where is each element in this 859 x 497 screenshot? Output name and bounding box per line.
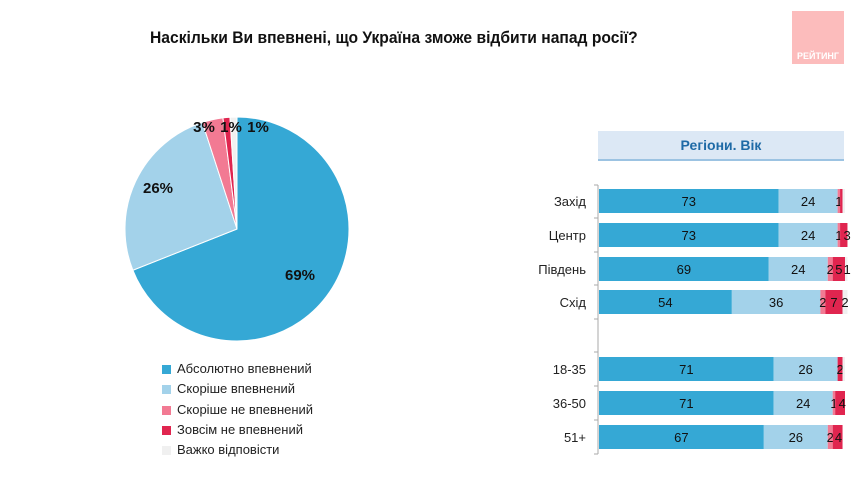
bar-segment — [731, 290, 821, 314]
row-label: 51+ — [564, 430, 586, 445]
bar-segment — [773, 391, 833, 415]
bar-segment — [832, 425, 843, 449]
bar-label: 1 — [830, 396, 837, 411]
chart-title: Наскільки Ви впевнені, що Україна зможе … — [150, 28, 638, 47]
bar-segment — [599, 391, 774, 415]
bar-segment — [599, 223, 779, 247]
bar-segment — [827, 257, 833, 281]
bar-segment — [842, 357, 845, 381]
bar-segment — [842, 189, 845, 213]
bar-segment — [840, 189, 843, 213]
row-label: Центр — [549, 228, 586, 243]
bar-label: 2 — [836, 362, 843, 377]
pie-label: 3% — [193, 119, 215, 136]
legend-label: Скоріше не впевнений — [177, 401, 314, 417]
bar-label: 24 — [801, 194, 815, 209]
pie-label: 1% — [247, 119, 269, 136]
bar-label: 3 — [844, 228, 851, 243]
row-label: Схід — [560, 295, 587, 310]
bar-segment — [599, 425, 764, 449]
bar-label: 2 — [819, 295, 826, 310]
bar-label: 36 — [769, 295, 783, 310]
bar-label: 24 — [796, 396, 810, 411]
legend-item: Скоріше впевнений — [162, 381, 295, 396]
bar-label: 1 — [844, 262, 851, 277]
bar-label: 67 — [674, 430, 688, 445]
bar-label: 54 — [658, 295, 672, 310]
bar-label: 69 — [677, 262, 691, 277]
bar-label: 5 — [835, 262, 842, 277]
legend-label: Абсолютно впевнений — [177, 361, 312, 376]
bar-label: 4 — [839, 396, 846, 411]
bar-label: 73 — [682, 228, 696, 243]
pie-slice — [229, 116, 238, 230]
bar-label: 7 — [830, 295, 837, 310]
bar-segment — [837, 357, 843, 381]
bar-segment — [825, 290, 843, 314]
bar-segment — [837, 223, 841, 247]
bar-segment — [599, 189, 779, 213]
bar-segment — [837, 189, 841, 213]
legend-swatch — [162, 405, 171, 415]
bar-label: 26 — [798, 362, 812, 377]
bar-label: 73 — [682, 194, 696, 209]
bar-segment — [832, 257, 845, 281]
pie-label: 69% — [285, 267, 315, 284]
bar-segment — [768, 257, 828, 281]
bar-label: 1 — [835, 194, 842, 209]
bar-label: 71 — [679, 396, 693, 411]
pie-slice — [124, 121, 238, 271]
bar-label: 2 — [841, 295, 848, 310]
bar-label: 2 — [827, 430, 834, 445]
bar-label: 1 — [835, 228, 842, 243]
pie-label: 26% — [143, 180, 173, 197]
legend-swatch — [162, 446, 171, 456]
bar-segment — [599, 290, 732, 314]
row-label: 18-35 — [553, 362, 586, 377]
row-label: 36-50 — [553, 396, 586, 411]
legend-item: Скоріше не впевнений — [162, 402, 313, 417]
legend-item: Абсолютно впевнений — [162, 361, 312, 376]
bar-label: 2 — [827, 262, 834, 277]
bar-segment — [840, 223, 848, 247]
row-label: Захід — [554, 194, 586, 209]
bar-segment — [778, 223, 838, 247]
legend-label: Скоріше впевнений — [177, 381, 296, 397]
rating-logo: РЕЙТИНГ — [792, 11, 844, 64]
row-label: Південь — [538, 262, 586, 277]
legend-swatch — [162, 385, 171, 395]
legend-swatch — [162, 425, 171, 435]
bar-label: 4 — [835, 430, 842, 445]
logo-text: РЕЙТИНГ — [796, 51, 840, 61]
bar-label: 26 — [789, 430, 803, 445]
bar-segment — [599, 357, 774, 381]
legend-label: Зовсім не впевнений — [177, 421, 303, 437]
legend-item: Зовсім не впевнений — [162, 422, 303, 437]
bar-label: 71 — [679, 362, 693, 377]
bar-segment — [763, 425, 828, 449]
bar-segment — [835, 391, 845, 415]
bar-segment — [820, 290, 826, 314]
legend-item: Важко відповісти — [162, 442, 279, 457]
pie-slice — [132, 116, 350, 342]
legend-swatch — [162, 365, 171, 375]
bar-label: 24 — [801, 228, 815, 243]
panel-title: Регіони. Вік — [598, 131, 844, 161]
bar-segment — [832, 391, 836, 415]
bar-segment — [827, 425, 833, 449]
bar-label: 24 — [791, 262, 805, 277]
bar-segment — [778, 189, 838, 213]
pie-label: 1% — [220, 119, 242, 136]
bar-segment — [842, 290, 848, 314]
bar-segment — [599, 257, 769, 281]
legend-label: Важко відповісти — [177, 442, 280, 458]
bar-segment — [845, 257, 848, 281]
bar-segment — [773, 357, 838, 381]
